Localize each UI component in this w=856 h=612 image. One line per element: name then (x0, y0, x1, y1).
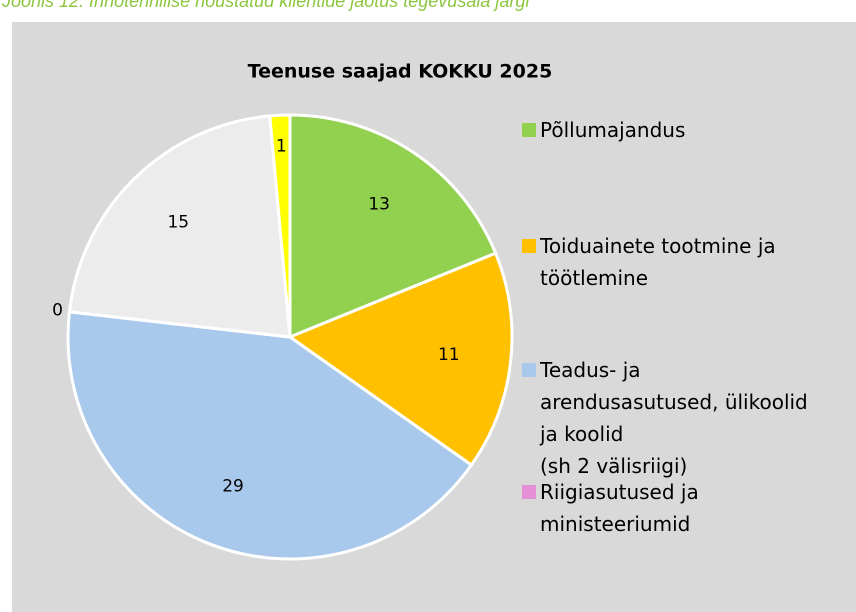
data-label: 15 (167, 213, 189, 233)
data-label: 0 (52, 300, 63, 320)
legend-entry: Põllumajandus (522, 114, 840, 146)
pie-slice (67, 114, 292, 339)
data-label: 29 (222, 476, 244, 496)
legend-label: Toiduainete tootmine ja töötlemine (540, 234, 776, 290)
legend-entry: Teadus- ja arendusasutused, ülikoolid ja… (522, 354, 840, 482)
legend-swatch (522, 123, 536, 137)
legend-swatch (522, 485, 536, 499)
legend-entry: Toiduainete tootmine ja töötlemine (522, 230, 840, 294)
data-label: 13 (368, 194, 390, 214)
data-label: 11 (438, 345, 460, 365)
pie-slice (288, 113, 498, 340)
pie-slice (286, 251, 514, 468)
legend-label: Põllumajandus (540, 118, 686, 142)
figure-caption: Joonis 12. Innotehnilise nõustatud klien… (2, 0, 530, 11)
legend-swatch (522, 239, 536, 253)
legend-entry: Riigiasutused ja ministeeriumid (522, 476, 840, 540)
legend-label: Riigiasutused ja ministeeriumid (540, 480, 699, 536)
legend-label: Teadus- ja arendusasutused, ülikoolid ja… (540, 358, 808, 478)
legend-swatch (522, 363, 536, 377)
data-label: 1 (276, 136, 287, 156)
chart: Teenuse saajad KOKKU 2025 13 11 29 0 15 1 (52, 61, 553, 561)
pie-slice (66, 310, 474, 561)
chart-panel: Teenuse saajad KOKKU 2025 13 11 29 0 15 1 Põl… (12, 22, 856, 612)
chart-title: Teenuse saajad KOKKU 2025 (248, 61, 553, 83)
pie-slice (268, 113, 292, 338)
